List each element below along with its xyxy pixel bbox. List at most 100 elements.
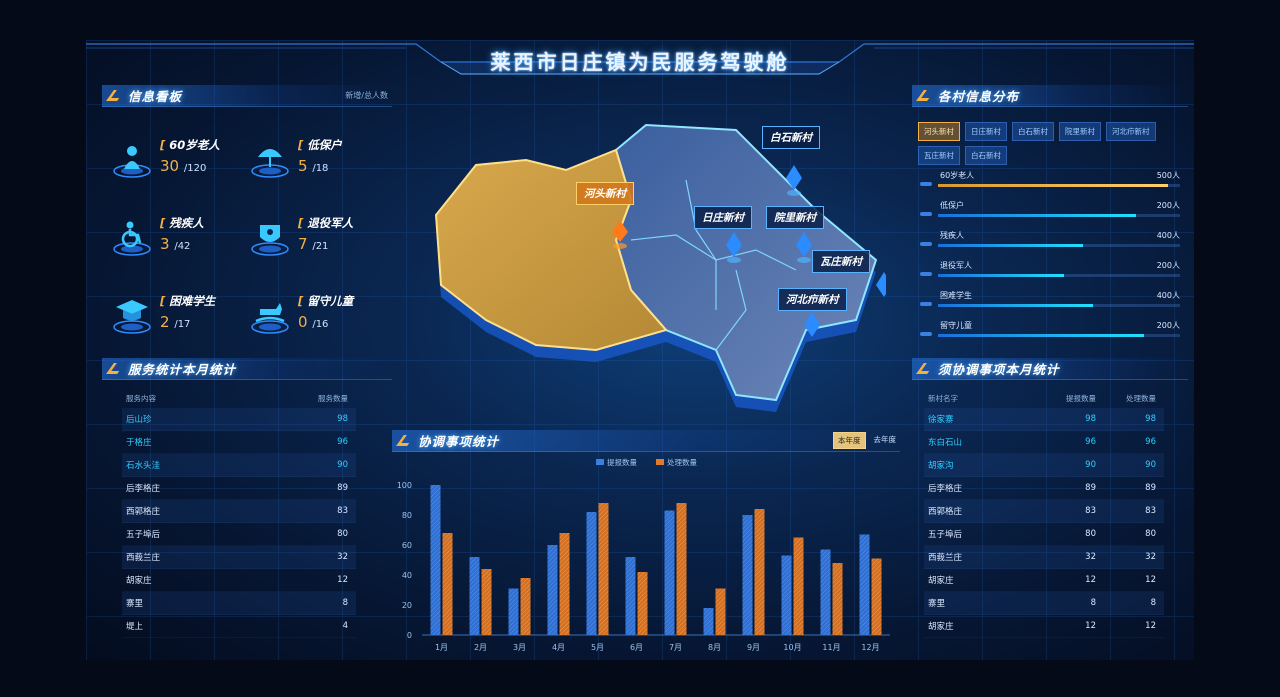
- bar-label: 退役军人: [940, 261, 972, 270]
- card-children[interactable]: [ 留守儿童 0 /16: [248, 293, 398, 353]
- stat-bar: 留守儿童 200人: [918, 318, 1180, 348]
- bar-value: 200人: [1156, 261, 1180, 270]
- map-label-yuanli[interactable]: 院里新村: [766, 206, 824, 229]
- table-row[interactable]: 胡家庄 12 12: [924, 615, 1164, 638]
- service-stats-title: 服务统计本月统计: [128, 362, 237, 377]
- dashboard: 莱西市日庄镇为民服务驾驶舱 信息看板 新增/总人数 [ 60岁老人 30 /12…: [86, 40, 1194, 660]
- y-tick-label: 60: [402, 541, 412, 550]
- map-shapes: [434, 123, 892, 412]
- village-tag[interactable]: 白石新村: [1012, 122, 1054, 141]
- village-tag[interactable]: 瓦庄新村: [918, 146, 960, 165]
- card-label: 留守儿童: [307, 294, 354, 308]
- table-row[interactable]: 西郭格庄 83 83: [924, 500, 1164, 523]
- bar-label: 低保户: [940, 201, 964, 210]
- card-disabled[interactable]: [ 残疾人 3 /42: [110, 215, 260, 275]
- village-tag[interactable]: 院里新村: [1059, 122, 1101, 141]
- table-row[interactable]: 东白石山 96 96: [924, 431, 1164, 454]
- card-low-income[interactable]: [ 低保户 5 /18: [248, 137, 398, 197]
- card-label: 残疾人: [169, 216, 204, 230]
- bar-label: 残疾人: [940, 231, 964, 240]
- cell-count: 96: [337, 437, 348, 447]
- table-row[interactable]: 后山珍 98: [122, 408, 356, 431]
- x-tick-label: 11月: [822, 643, 840, 652]
- table-row[interactable]: 堤上 4: [122, 615, 356, 638]
- cell-name: 寨里: [928, 599, 946, 609]
- bar: [469, 557, 480, 635]
- this-year-button[interactable]: 本年度: [833, 432, 866, 449]
- x-tick-label: 9月: [747, 643, 760, 652]
- table-row[interactable]: 寨里 8: [122, 592, 356, 615]
- table-row[interactable]: 于格庄 96: [122, 431, 356, 454]
- bar: [430, 485, 441, 635]
- cell-name: 堤上: [126, 622, 144, 632]
- village-tag[interactable]: 日庄新村: [965, 122, 1007, 141]
- card-student[interactable]: [ 困难学生 2 /17: [110, 293, 260, 353]
- col-header: 提报数量: [1066, 393, 1096, 403]
- table-row[interactable]: 西莪兰庄 32: [122, 546, 356, 569]
- bar-marker: [920, 182, 932, 186]
- bar-value: 200人: [1156, 321, 1180, 330]
- table-row[interactable]: 寨里 8 8: [924, 592, 1164, 615]
- stat-bar: 60岁老人 500人: [918, 168, 1180, 198]
- legend-label: 提报数量: [607, 457, 637, 467]
- cell-name: 胡家庄: [928, 622, 954, 632]
- bar: [481, 569, 492, 635]
- card-total: /21: [312, 241, 329, 252]
- table-row[interactable]: 胡家庄 12 12: [924, 569, 1164, 592]
- legend-label: 处理数量: [667, 457, 697, 467]
- bar: [742, 515, 753, 635]
- card-total: /17: [174, 319, 191, 330]
- bar-fill: [938, 274, 1064, 277]
- village-tag[interactable]: 河北疖新村: [1106, 122, 1156, 141]
- cell-reported: 12: [1085, 621, 1096, 631]
- map-label-hebeigou[interactable]: 河北疖新村: [778, 288, 847, 311]
- chart-title: 协调事项统计: [418, 434, 500, 449]
- table-row[interactable]: 后李格庄 89: [122, 477, 356, 500]
- cell-count: 98: [337, 414, 348, 424]
- table-row[interactable]: 西莪兰庄 32 32: [924, 546, 1164, 569]
- cell-count: 4: [342, 621, 348, 631]
- cell-name: 胡家沟: [928, 461, 954, 471]
- coord-stats-header: 须协调事项本月统计: [912, 358, 1188, 380]
- table-row[interactable]: 石水头洼 90: [122, 454, 356, 477]
- village-tag[interactable]: 河头新村: [918, 122, 960, 141]
- map-label-baishi[interactable]: 白石新村: [762, 126, 820, 149]
- map-label-wazhuang[interactable]: 瓦庄新村: [812, 250, 870, 273]
- map-label-hetou[interactable]: 河头新村: [576, 182, 634, 205]
- card-elderly[interactable]: [ 60岁老人 30 /120: [110, 137, 260, 197]
- last-year-button[interactable]: 去年度: [873, 435, 897, 444]
- cell-count: 8: [342, 598, 348, 608]
- table-row[interactable]: 后李格庄 89 89: [924, 477, 1164, 500]
- y-tick-label: 100: [397, 481, 412, 490]
- bar: [442, 533, 453, 635]
- x-tick-label: 6月: [630, 643, 643, 652]
- info-board-title: 信息看板: [128, 89, 183, 104]
- table-row[interactable]: 五子埠后 80: [122, 523, 356, 546]
- cell-handled: 96: [1145, 437, 1156, 447]
- chevron-icon: [912, 85, 938, 107]
- table-row[interactable]: 胡家沟 90 90: [924, 454, 1164, 477]
- col-header: 服务内容: [126, 393, 156, 403]
- info-board-subtitle: 新增/总人数: [345, 91, 388, 100]
- map-label-rizhuang[interactable]: 日庄新村: [694, 206, 752, 229]
- map-pin-baishi: [786, 165, 802, 196]
- table-row[interactable]: 胡家庄 12: [122, 569, 356, 592]
- y-tick-label: 80: [402, 511, 412, 520]
- table-row[interactable]: 西郭格庄 83: [122, 500, 356, 523]
- card-veteran[interactable]: [ 退役军人 7 /21: [248, 215, 398, 275]
- map-pin-hetou: [612, 220, 628, 249]
- cell-name: 胡家庄: [126, 576, 152, 586]
- table-row[interactable]: 五子埠后 80 80: [924, 523, 1164, 546]
- y-tick-label: 0: [407, 631, 412, 640]
- table-row[interactable]: 徐家寨 98 98: [924, 408, 1164, 431]
- cell-handled: 90: [1145, 460, 1156, 470]
- bar: [508, 588, 519, 635]
- cell-name: 后山珍: [126, 415, 152, 425]
- village-tag[interactable]: 白石新村: [965, 146, 1007, 165]
- x-tick-label: 12月: [861, 643, 879, 652]
- cell-reported: 90: [1085, 460, 1096, 470]
- stat-bar: 低保户 200人: [918, 198, 1180, 228]
- town-map[interactable]: 白石新村 河头新村 日庄新村 院里新村 瓦庄新村 河北疖新村: [416, 120, 892, 420]
- cell-name: 后李格庄: [126, 484, 161, 494]
- bar: [637, 572, 648, 635]
